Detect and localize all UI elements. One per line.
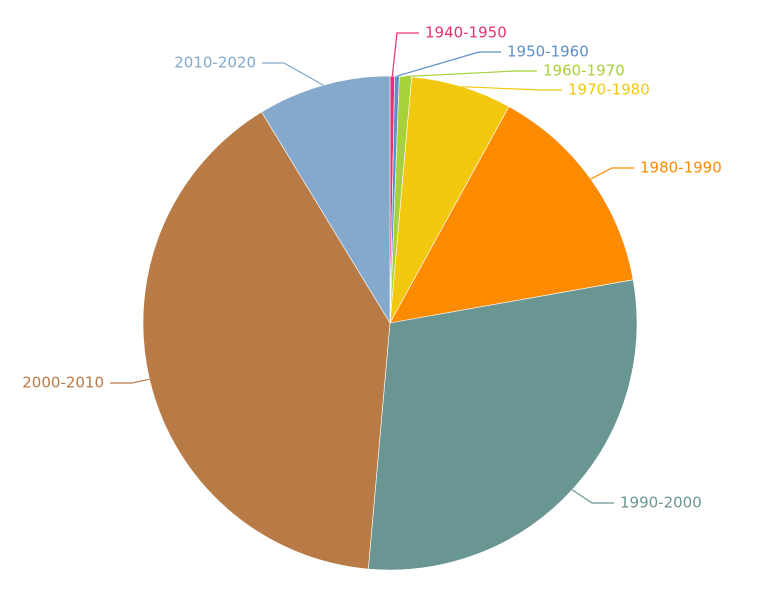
leader-line: [461, 86, 562, 91]
pie-slice: [261, 75, 391, 325]
slice-label: 1950-1960: [507, 43, 589, 61]
slice-label: 1980-1990: [640, 159, 722, 177]
slice-label: 1990-2000: [620, 494, 702, 512]
leader-line: [396, 51, 501, 77]
leader-line: [590, 167, 634, 180]
slice-label: 2010-2020: [174, 54, 256, 72]
slice-label: 1960-1970: [543, 62, 625, 80]
leader-line: [262, 62, 324, 86]
leader-line: [571, 489, 614, 504]
slice-label: 1970-1980: [568, 81, 650, 99]
pie-slice: [389, 106, 634, 324]
leader-line: [405, 70, 537, 78]
leader-line: [110, 378, 150, 384]
slice-label: 1940-1950: [425, 24, 507, 42]
slice-label: 2000-2010: [22, 374, 104, 392]
leader-line: [391, 32, 419, 77]
pie-slice: [367, 279, 638, 571]
